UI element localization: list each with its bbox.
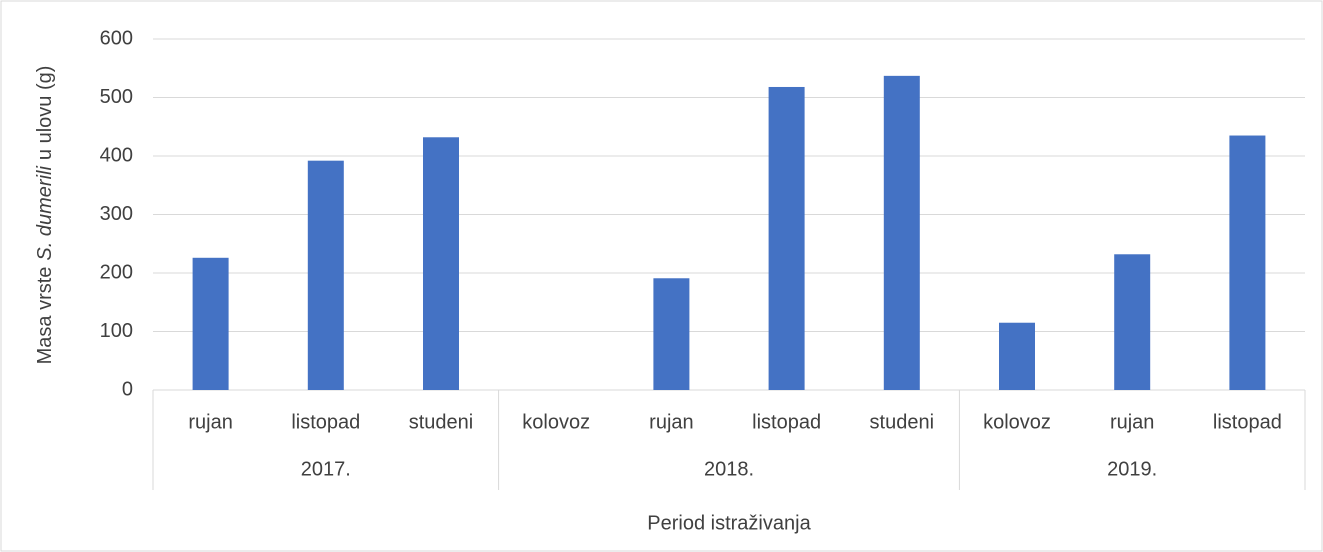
bar — [423, 137, 459, 390]
bar — [653, 278, 690, 390]
y-tick-label: 500 — [100, 86, 133, 108]
x-tick-label: listopad — [1213, 411, 1282, 433]
x-tick-label: listopad — [752, 411, 821, 433]
bar — [307, 160, 344, 390]
x-axis-title: Period istraživanja — [647, 512, 811, 534]
bar — [1229, 135, 1266, 390]
x-tick-label: listopad — [291, 411, 360, 433]
x-tick-label: rujan — [1110, 411, 1154, 433]
y-tick-label: 0 — [122, 378, 133, 400]
x-tick-label: kolovoz — [983, 411, 1051, 433]
y-tick-label: 200 — [100, 261, 133, 283]
x-tick-label: rujan — [188, 411, 232, 433]
x-tick-label: studeni — [409, 411, 474, 433]
y-tick-label: 600 — [100, 27, 133, 49]
group-label: 2019. — [1107, 458, 1157, 480]
y-title-part: Masa vrste — [34, 267, 56, 365]
y-tick-label: 100 — [100, 320, 133, 342]
y-title-part: u ulovu (g) — [34, 66, 56, 161]
x-tick-label: kolovoz — [522, 411, 590, 433]
bar — [883, 75, 920, 390]
y-tick-label: 300 — [100, 203, 133, 225]
y-axis-title: Masa vrste S. dumerili u ulovu (g) — [34, 66, 56, 365]
bar — [192, 257, 229, 390]
x-tick-label: rujan — [649, 411, 693, 433]
bar — [1114, 254, 1151, 390]
bar — [768, 86, 805, 390]
group-label: 2018. — [704, 458, 754, 480]
bar — [999, 322, 1035, 390]
y-title-italic: S. dumerili — [34, 166, 56, 261]
x-tick-label: studeni — [870, 411, 935, 433]
y-tick-label: 400 — [100, 144, 133, 166]
group-label: 2017. — [301, 458, 351, 480]
